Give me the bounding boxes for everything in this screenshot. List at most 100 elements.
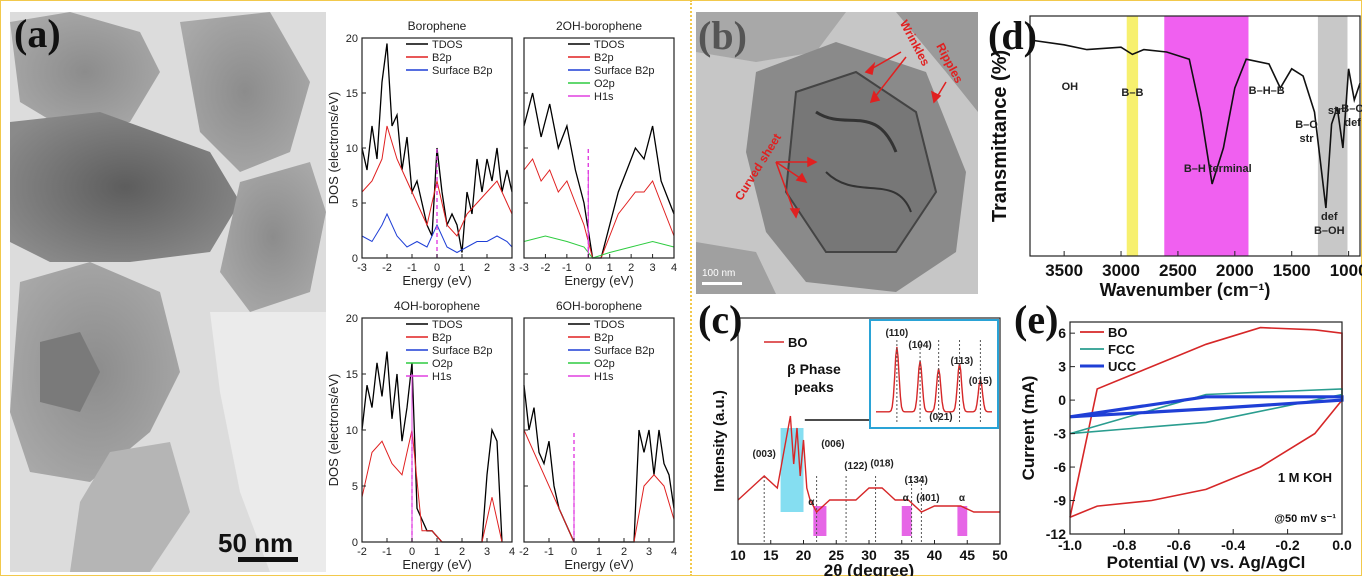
dos-xtick-label-1-5: 2	[628, 262, 634, 274]
dos-xtick-label-2-3: 1	[434, 546, 440, 558]
dos-xtick-label-3-1: -1	[544, 546, 554, 558]
dos-xtick-label-2-5: 3	[484, 546, 490, 558]
dos-title-3: 6OH-borophene	[556, 299, 642, 313]
dos-legend-3-1: B2p	[594, 332, 614, 344]
xrd-inset-label-4: (015)	[969, 376, 992, 387]
dos-legend-3-2: Surface B2p	[594, 345, 655, 357]
ftir-band-bo	[1317, 16, 1348, 256]
dos-series-0-0	[361, 43, 513, 253]
ftir-band-label-7-1: def	[1344, 117, 1361, 129]
panel-a-label: (a)	[14, 11, 61, 56]
dos-xtick-label-1-2: -1	[562, 262, 572, 274]
dos-ytick-label-0-4: 20	[346, 33, 358, 45]
ftir-xtick-label-5: 1000	[1330, 261, 1362, 280]
dos-legend-3-3: O2p	[594, 358, 615, 370]
xrd-xlabel: 2θ (degree)	[824, 561, 914, 576]
ftir-xtick-label-4: 1500	[1273, 261, 1311, 280]
cv-plot: -1.0 -0.8 -0.6 -0.4 -0.2 0.0 6 3 0 -3 -6 -9 -12 Poten…	[1019, 321, 1352, 572]
xrd-peak-label-7: α	[903, 493, 910, 504]
panel-b-label: (b)	[698, 13, 747, 58]
dos-xtick-label-1-7: 4	[671, 262, 677, 274]
dos-xtick-label-3-5: 3	[646, 546, 652, 558]
scale-bar-a: 50 nm	[218, 528, 298, 562]
dos-ytick-label-2-3: 15	[346, 369, 358, 381]
dos-ytick-label-2-2: 10	[346, 425, 358, 437]
dos-ytick-label-0-2: 10	[346, 143, 358, 155]
ftir-xlabel: Wavenumber (cm⁻¹)	[1100, 280, 1271, 300]
tem-image-a	[10, 12, 326, 572]
xrd-xtick-label-1: 15	[763, 547, 779, 563]
dos-legend-3-0: TDOS	[594, 319, 625, 331]
xrd-phase-note-2: peaks	[794, 379, 834, 395]
ftir-band-label-6-0: def	[1321, 211, 1338, 223]
ftir-xtick-label-3: 2000	[1216, 261, 1254, 280]
tem-sheet	[696, 12, 978, 294]
cv-legend-0: BO	[1108, 325, 1128, 340]
xrd-peak-label-0: (003)	[753, 449, 776, 460]
panel-b-arrows	[775, 51, 947, 219]
dos-series-2-0	[361, 351, 503, 543]
dos-xtick-label-2-1: -1	[382, 546, 392, 558]
panel-b-scale-text: 100 nm	[702, 268, 736, 279]
ftir-band-label-2-0: B–H terminal	[1184, 163, 1252, 175]
dos-legend-2-0: TDOS	[432, 319, 463, 331]
dos-series-1-1	[523, 157, 675, 259]
cv-xtick-label-3: -0.4	[1221, 537, 1245, 553]
scale-bar-a-text: 50 nm	[218, 528, 294, 558]
dos-xtick-label-3-3: 1	[596, 546, 602, 558]
ftir-axes	[1029, 15, 1361, 257]
dos-series-1-2	[523, 235, 675, 259]
cv-ytick-label-0: 6	[1058, 325, 1066, 341]
ftir-band-label-6-1: B–OH	[1314, 225, 1345, 237]
dos-xtick-label-1-0: -3	[519, 262, 529, 274]
dos-title-0: Borophene	[408, 19, 467, 33]
divider-dotted	[690, 0, 692, 576]
dos-series-1-0	[523, 92, 675, 259]
dos-legend-2-2: Surface B2p	[432, 345, 493, 357]
xrd-inset-label-1: (104)	[908, 340, 931, 351]
dos-ytick-label-0-0: 0	[352, 253, 358, 265]
cv-xtick-label-0: -1.0	[1058, 537, 1082, 553]
ftir-xtick-label-0: 3500	[1045, 261, 1083, 280]
xrd-phase-note-1: β Phase	[787, 361, 841, 377]
xrd-series-bo	[737, 415, 1000, 514]
dos-xtick-label-0-0: -3	[357, 262, 367, 274]
dos-xtick-label-1-1: -2	[541, 262, 551, 274]
dos-ylabel-bottom: DOS (electrons/eV)	[326, 374, 341, 487]
ftir-band-label-1-0: B–B	[1121, 87, 1143, 99]
dos-xtick-label-1-6: 3	[650, 262, 656, 274]
cv-xtick-label-5: 0.0	[1332, 537, 1352, 553]
cv-legend-2: UCC	[1108, 359, 1137, 374]
cv-axes	[1069, 321, 1343, 535]
xrd-xtick-label-7: 45	[959, 547, 975, 563]
xrd-legend: BO	[788, 335, 808, 350]
panel-e-label: (e)	[1014, 297, 1059, 342]
dos-xtick-label-0-4: 1	[459, 262, 465, 274]
dos-xtick-label-0-6: 3	[509, 262, 515, 274]
alpha-band-2	[957, 506, 968, 536]
dos-xlabel-2: Energy (eV)	[402, 557, 471, 572]
ftir-xtick-label-2: 2500	[1159, 261, 1197, 280]
dos-ytick-label-2-4: 20	[346, 313, 358, 325]
dos-xlabel-3: Energy (eV)	[564, 557, 633, 572]
dos-ytick-label-0-3: 15	[346, 88, 358, 100]
dos-xlabel-1: Energy (eV)	[564, 273, 633, 288]
cv-xtick-label-2: -0.6	[1167, 537, 1191, 553]
dos-legend-3-4: H1s	[594, 371, 614, 383]
ftir-band-label-4-1: str	[1299, 133, 1314, 145]
dos-xtick-label-2-4: 2	[459, 546, 465, 558]
cv-xtick-label-4: -0.2	[1276, 537, 1300, 553]
cv-legend-1: FCC	[1108, 342, 1135, 357]
cv-xlabel: Potential (V) vs. Ag/AgCl	[1107, 553, 1306, 572]
ftir-band-label-3-0: B–H–B	[1249, 85, 1285, 97]
tem-particles	[10, 12, 326, 572]
dos-ytick-label-0-1: 5	[352, 198, 358, 210]
dos-ylabel-top: DOS (electrons/eV)	[326, 92, 341, 205]
xrd-xtick-label-0: 10	[730, 547, 746, 563]
dos-legend-1-0: TDOS	[594, 39, 625, 51]
cv-ytick-label-4: -6	[1054, 459, 1067, 475]
dos-series-3-0	[523, 385, 675, 543]
cv-note-2: @50 mV s⁻¹	[1274, 513, 1336, 525]
xrd-inset-label-3: (113)	[950, 356, 973, 367]
